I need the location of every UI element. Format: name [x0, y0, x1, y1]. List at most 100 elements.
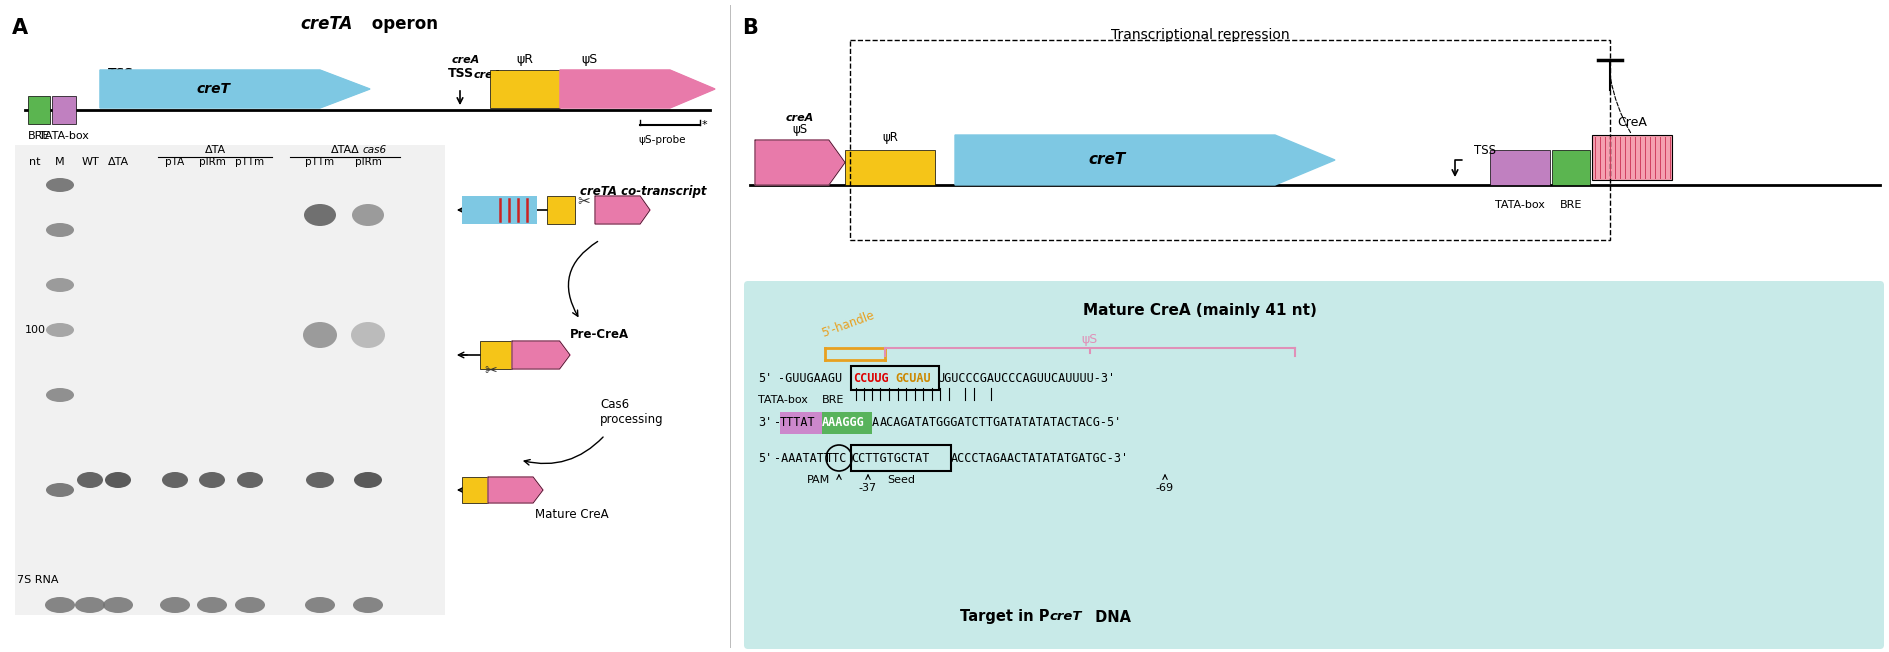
- Text: CCTTGTGCTAT: CCTTGTGCTAT: [852, 451, 929, 464]
- Polygon shape: [487, 477, 542, 503]
- Bar: [844, 150, 935, 185]
- Bar: [852, 366, 939, 390]
- Text: nt: nt: [28, 157, 42, 167]
- Text: CCUUG: CCUUG: [854, 372, 888, 385]
- Ellipse shape: [45, 178, 74, 192]
- Bar: [463, 196, 536, 224]
- Ellipse shape: [304, 204, 336, 226]
- Ellipse shape: [45, 483, 74, 497]
- Polygon shape: [595, 196, 650, 224]
- Text: *: *: [703, 120, 708, 130]
- Text: A: A: [873, 417, 878, 430]
- Ellipse shape: [351, 322, 385, 348]
- Text: Mature CreA (mainly 41 nt): Mature CreA (mainly 41 nt): [1082, 303, 1317, 318]
- Text: ✂: ✂: [576, 194, 589, 209]
- Text: TATA-box: TATA-box: [1494, 200, 1545, 210]
- Text: Mature CreA: Mature CreA: [535, 509, 608, 522]
- Text: BRE: BRE: [1560, 200, 1583, 210]
- Text: creTA co-transcript: creTA co-transcript: [580, 186, 706, 198]
- Bar: [489, 70, 559, 108]
- Text: AAAGGG: AAAGGG: [822, 417, 865, 430]
- Bar: [28, 96, 49, 124]
- Text: creT: creT: [1088, 153, 1126, 168]
- Ellipse shape: [198, 472, 225, 488]
- Ellipse shape: [104, 597, 132, 613]
- Text: ΔTA: ΔTA: [204, 145, 225, 155]
- Ellipse shape: [106, 472, 130, 488]
- Ellipse shape: [45, 223, 74, 237]
- Text: GCUAU: GCUAU: [895, 372, 931, 385]
- Text: processing: processing: [601, 413, 663, 426]
- Text: 5': 5': [757, 372, 773, 385]
- Text: cas6: cas6: [363, 145, 387, 155]
- Text: TSS: TSS: [108, 67, 134, 80]
- Text: pIRm: pIRm: [198, 157, 225, 167]
- Text: ΔTA: ΔTA: [108, 157, 128, 167]
- Ellipse shape: [234, 597, 264, 613]
- Ellipse shape: [77, 472, 104, 488]
- FancyBboxPatch shape: [744, 281, 1883, 649]
- Text: TSS: TSS: [448, 67, 474, 80]
- Ellipse shape: [45, 323, 74, 337]
- Text: BRE: BRE: [28, 131, 51, 141]
- Text: pIRm: pIRm: [355, 157, 382, 167]
- Text: -: -: [774, 417, 782, 430]
- Text: ψR: ψR: [882, 132, 897, 145]
- Text: Target in P: Target in P: [960, 610, 1050, 625]
- Ellipse shape: [196, 597, 227, 613]
- Text: BRE: BRE: [822, 395, 844, 405]
- Text: creT: creT: [196, 82, 230, 96]
- Polygon shape: [100, 70, 370, 108]
- Ellipse shape: [353, 597, 383, 613]
- Text: 5'-handle: 5'-handle: [820, 309, 876, 340]
- Ellipse shape: [304, 597, 334, 613]
- Text: A: A: [11, 18, 28, 38]
- Text: ACAGATATGGGATCTTGATATATATACTACG-5': ACAGATATGGGATCTTGATATATATACTACG-5': [880, 417, 1122, 430]
- Text: ψS-probe: ψS-probe: [638, 135, 686, 145]
- Bar: [548, 196, 574, 224]
- Polygon shape: [512, 341, 570, 369]
- Text: WT: WT: [81, 157, 98, 167]
- Text: UGUCCCGAUCCCAGUUCAUUUU-3': UGUCCCGAUCCCAGUUCAUUUU-3': [937, 372, 1115, 385]
- Ellipse shape: [162, 472, 189, 488]
- Bar: [15, 145, 446, 615]
- Text: ✂: ✂: [484, 363, 497, 378]
- Bar: [463, 477, 487, 503]
- Text: creT: creT: [1050, 610, 1082, 623]
- Text: ΔTAΔ: ΔTAΔ: [331, 145, 359, 155]
- Text: creA: creA: [474, 70, 502, 80]
- Bar: [852, 445, 950, 471]
- Text: Pre-CreA: Pre-CreA: [570, 329, 629, 342]
- Bar: [1490, 150, 1551, 185]
- Text: -AAATATT: -AAATATT: [774, 451, 831, 464]
- Text: CreA: CreA: [1617, 117, 1647, 130]
- Text: ψS: ψS: [793, 123, 808, 136]
- Text: TTTAT: TTTAT: [780, 417, 816, 430]
- Text: 3': 3': [757, 417, 773, 430]
- Text: TATA-box: TATA-box: [757, 395, 808, 405]
- Text: TSS: TSS: [1473, 143, 1496, 156]
- Bar: [1592, 135, 1672, 180]
- Bar: [822, 412, 873, 434]
- Ellipse shape: [161, 597, 191, 613]
- Text: Transcriptional repression: Transcriptional repression: [1111, 28, 1290, 42]
- Bar: [850, 40, 1609, 240]
- Ellipse shape: [306, 472, 334, 488]
- Polygon shape: [559, 70, 716, 108]
- Text: 100: 100: [25, 325, 45, 335]
- Text: pTTm: pTTm: [236, 157, 264, 167]
- Text: -37: -37: [859, 483, 876, 493]
- Text: -69: -69: [1156, 483, 1175, 493]
- Polygon shape: [756, 140, 844, 185]
- Text: creA: creA: [451, 55, 480, 65]
- Text: 7S RNA: 7S RNA: [17, 575, 59, 585]
- Bar: [1553, 150, 1591, 185]
- Text: Seed: Seed: [888, 475, 914, 485]
- Text: TATA-box: TATA-box: [40, 131, 89, 141]
- Ellipse shape: [351, 204, 383, 226]
- Text: operon: operon: [366, 15, 438, 33]
- Ellipse shape: [236, 472, 263, 488]
- Text: ψS: ψS: [1082, 334, 1098, 346]
- Text: 5': 5': [757, 451, 773, 464]
- Bar: [480, 341, 512, 369]
